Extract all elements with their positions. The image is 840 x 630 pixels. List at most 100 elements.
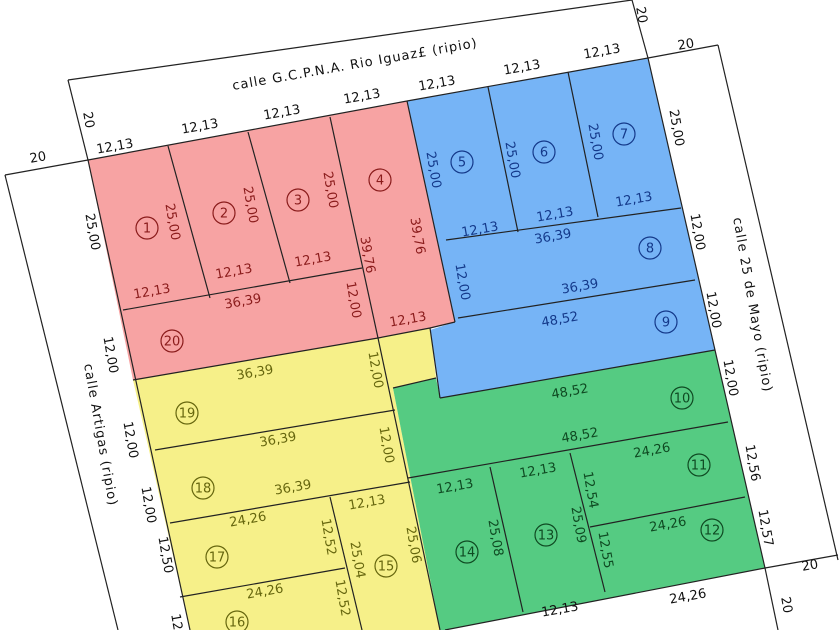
dimension-label: 25,04: [346, 540, 367, 579]
lot-line: [647, 57, 766, 569]
lot-number-circle: [532, 140, 556, 164]
lot-1: 1: [135, 216, 159, 240]
lot-number-circle: [654, 310, 678, 334]
dimension-label: 36,39: [560, 276, 599, 297]
dimension-label: 36,39: [235, 362, 274, 383]
dimension-label: 25,00: [81, 212, 102, 251]
dimension-label: 12,13: [535, 204, 574, 225]
lot-line: [87, 159, 191, 630]
dimension-label: 20: [801, 557, 820, 575]
lot-line: [87, 100, 408, 161]
lot-line: [445, 207, 682, 241]
lot-number: 10: [674, 392, 691, 407]
lot-line: [169, 481, 411, 524]
lot-number-circle: [700, 518, 724, 542]
dimension-label: 25,00: [422, 150, 443, 189]
lot-line: [167, 145, 211, 299]
dimension-label: 12,13: [460, 219, 499, 240]
lot-10: 10: [670, 386, 694, 410]
labels: 1234567891011121314151617181920202020202…: [29, 6, 820, 630]
lot-number: 17: [209, 551, 226, 566]
dimension-label: 12,00: [702, 290, 723, 329]
dimension-label: 25,06: [402, 525, 423, 564]
lot-number-circle: [160, 329, 184, 353]
dimension-label: 24,26: [632, 440, 671, 461]
dimension-label: 25,00: [501, 140, 522, 179]
lot-number: 18: [195, 482, 212, 497]
lot-number-circle: [638, 236, 662, 260]
dimension-label: 12,13: [262, 102, 301, 123]
dimension-label: 12,00: [99, 335, 120, 374]
dimension-label: 24,26: [245, 581, 284, 602]
dimension-label: 12,13: [388, 309, 427, 330]
dimension-label: 24,26: [228, 509, 267, 530]
dimension-label: 12,13: [180, 116, 219, 137]
lot-line: [589, 496, 746, 528]
dimension-label: 20: [79, 111, 97, 130]
block-blue: [407, 58, 715, 398]
dimension-label: 12,13: [540, 599, 579, 620]
block-red: [88, 101, 455, 380]
dimension-label: 25,00: [584, 122, 605, 161]
dimension-label: 12,13: [582, 41, 621, 62]
lot-19: 19: [175, 401, 199, 425]
lot-20: 20: [160, 329, 184, 353]
lot-line: [429, 321, 456, 329]
dimension-label: 12,13: [214, 261, 253, 282]
dimension-label: 12,00: [137, 485, 158, 524]
lot-number-circle: [687, 453, 711, 477]
dimension-label: 12,57: [754, 508, 775, 547]
lot-number-circle: [612, 122, 636, 146]
lot-line: [457, 279, 696, 319]
dimension-label: 12,00: [119, 420, 140, 459]
lot-line: [567, 71, 599, 218]
dimension-label: 12,00: [364, 350, 385, 389]
dimension-label: 12,52: [331, 578, 352, 617]
lot-line: [647, 44, 719, 59]
lot-17: 17: [205, 545, 229, 569]
lot-number: 11: [691, 459, 708, 474]
dimension-label: 12,13: [293, 249, 332, 270]
lot-5: 5: [450, 150, 474, 174]
lot-number: 15: [378, 560, 395, 575]
lot-line: [4, 159, 89, 176]
dimension-label: 39,76: [356, 235, 377, 274]
lot-16: 16: [225, 610, 249, 630]
lot-line: [132, 337, 379, 381]
lot-line: [406, 57, 649, 102]
lot-number-circle: [135, 216, 159, 240]
lot-3: 3: [286, 188, 310, 212]
dimension-label: 25,08: [484, 518, 505, 557]
lot-line: [122, 267, 363, 311]
dimension-label: 12,54: [579, 470, 600, 509]
lot-number-circle: [670, 386, 694, 410]
dimension-label: 12,00: [686, 212, 707, 251]
dimension-label: 12,13: [417, 73, 456, 94]
lot-9: 9: [654, 310, 678, 334]
lot-number-circle: [374, 554, 398, 578]
lot-number-circle: [175, 401, 199, 425]
dimension-label: 36,39: [533, 226, 572, 247]
dimension-label: 12,13: [95, 136, 134, 157]
lot-line: [4, 174, 119, 630]
lot-line: [67, 79, 89, 161]
dimension-label: 25,09: [567, 505, 588, 544]
dimension-label: 12,56: [741, 443, 762, 482]
dimension-label: 12,13: [342, 86, 381, 107]
lot-number: 6: [540, 146, 548, 161]
lot-line: [377, 327, 431, 339]
lot-number: 14: [459, 546, 476, 561]
dimension-label: 12,13: [347, 492, 386, 513]
lot-2: 2: [212, 201, 236, 225]
lot-line: [407, 421, 729, 479]
lot-7: 7: [612, 122, 636, 146]
lot-line: [429, 327, 441, 399]
lot-line: [329, 116, 379, 339]
lot-number-circle: [286, 188, 310, 212]
lot-4: 4: [368, 168, 392, 192]
dimension-label: 25,00: [161, 202, 182, 241]
lot-11: 11: [687, 453, 711, 477]
lot-number: 5: [458, 156, 466, 171]
dimension-label: 20: [632, 6, 650, 25]
